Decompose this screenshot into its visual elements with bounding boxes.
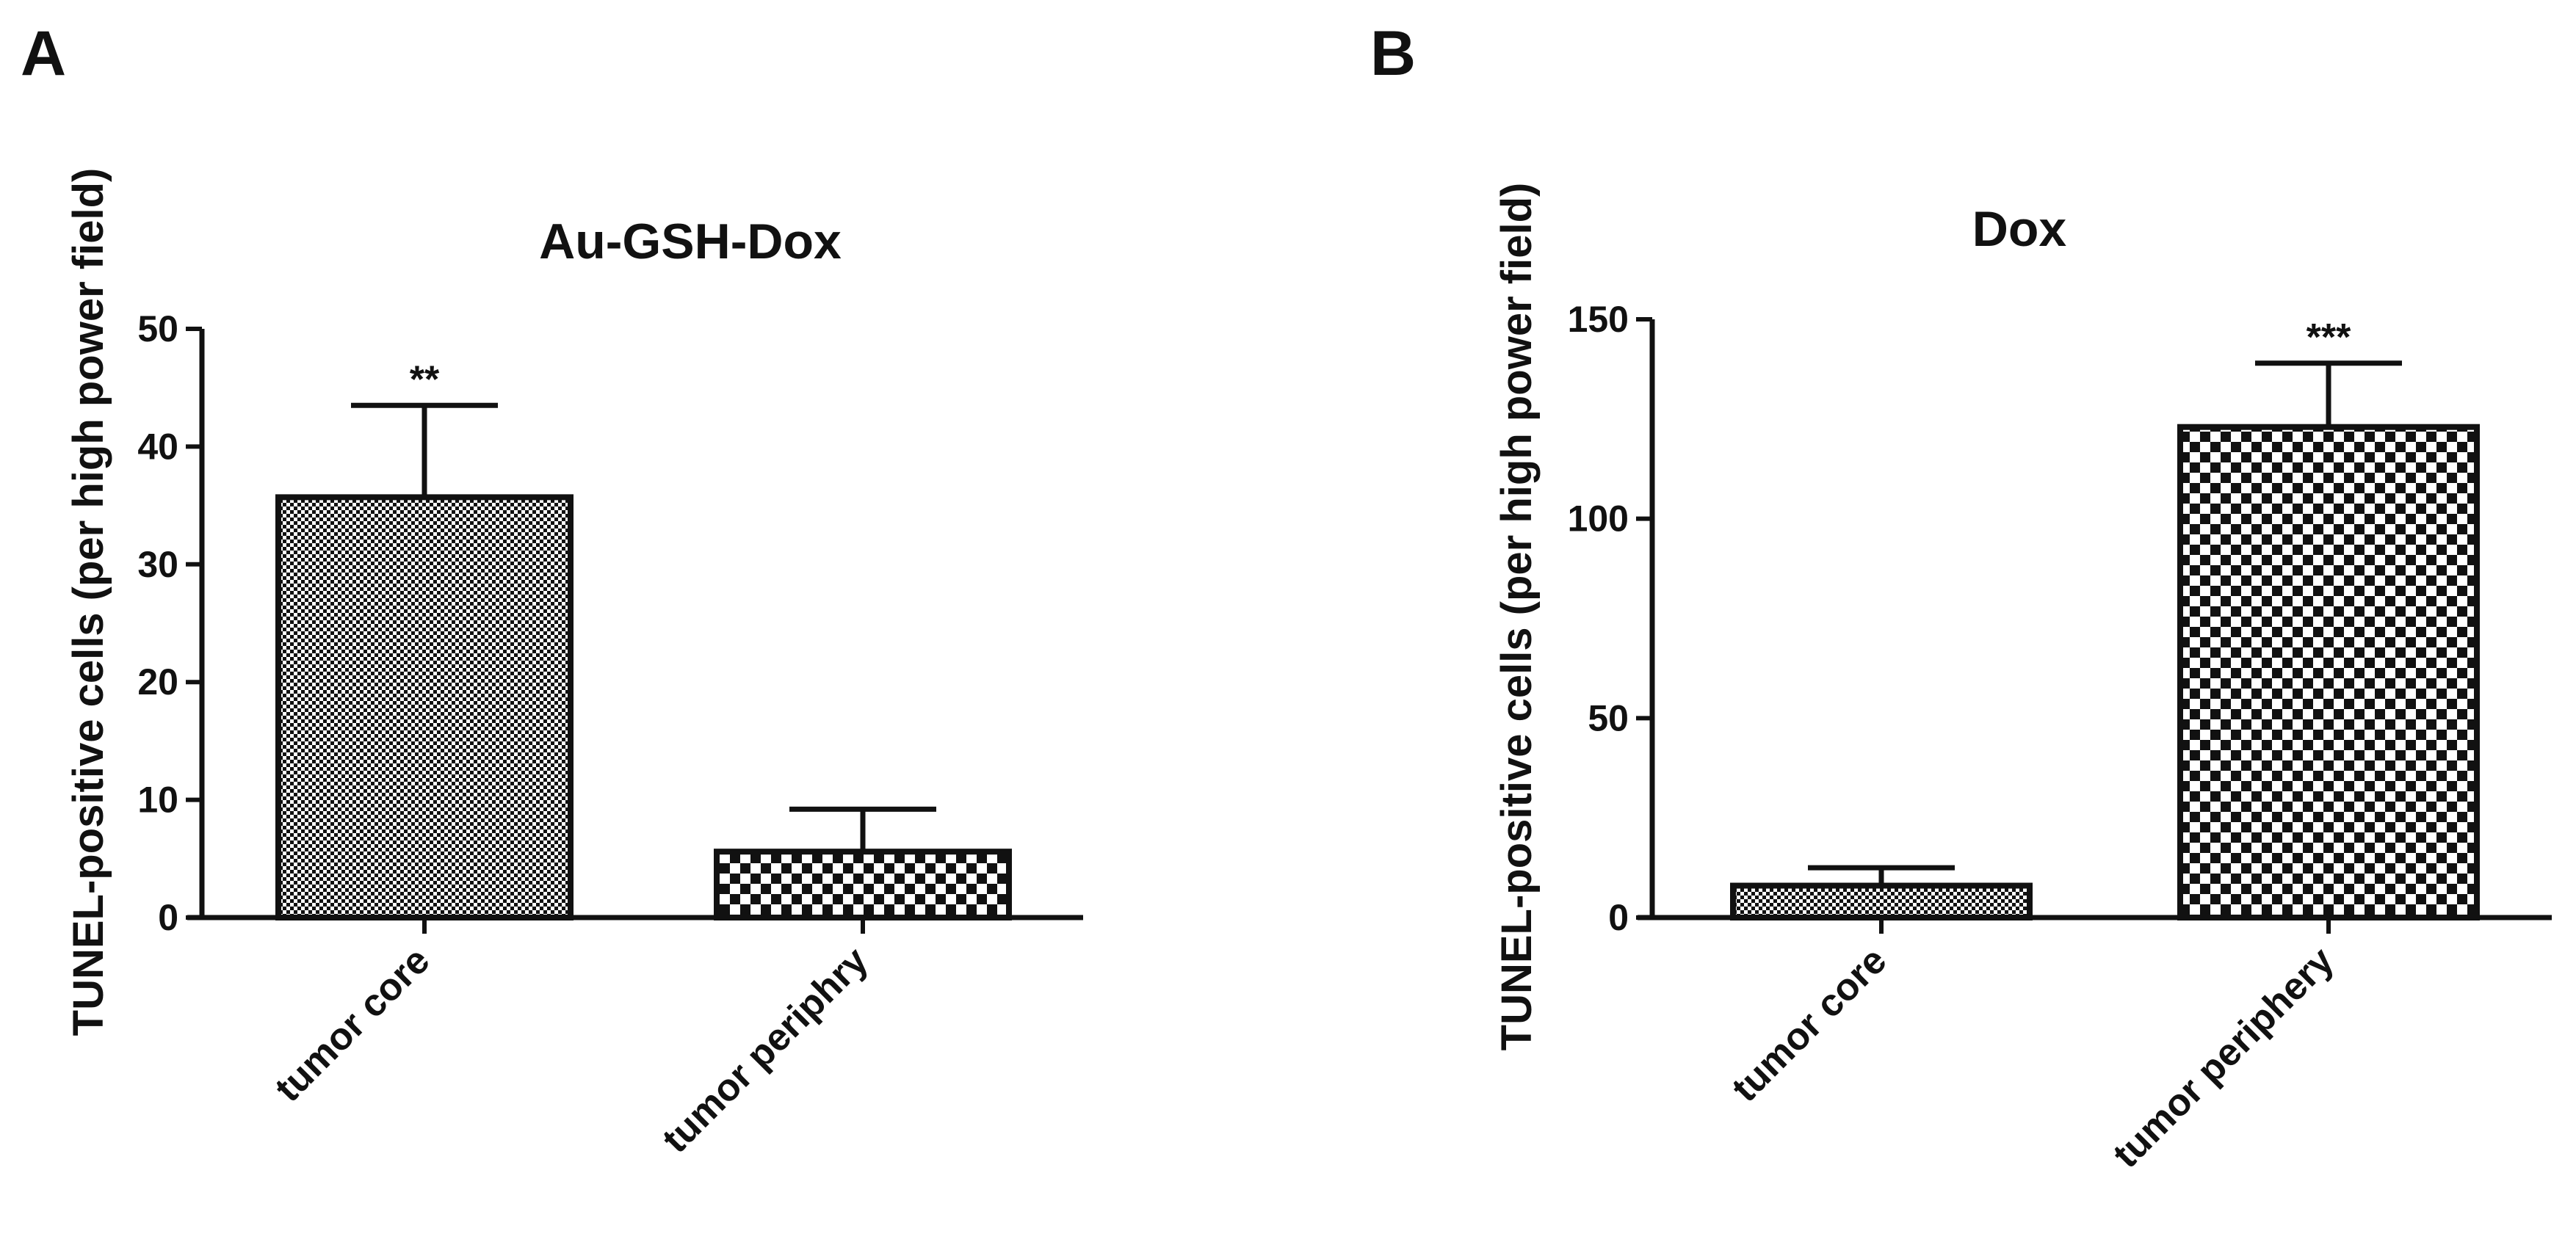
significance-label: ** [410,358,440,401]
y-tick-label: 150 [1568,299,1629,340]
chart-title: Au-GSH-Dox [539,214,842,269]
y-ticks: 0 10 20 30 40 50 [137,308,202,938]
x-tick-label: tumor periphery [2105,939,2342,1176]
x-tick-label: tumor periphry [654,939,877,1161]
chart-title: Dox [1972,201,2067,257]
y-tick-label: 50 [137,308,178,349]
category-labels: tumor core tumor periphry [267,918,877,1161]
panel-letter-b: B [1370,18,1416,89]
y-tick-label: 50 [1588,697,1629,738]
y-ticks: 0 50 100 150 [1568,299,1652,938]
chart-panel-a: A Au-GSH-Dox TUNEL-positive cells (per h… [21,18,1083,1161]
y-tick-label: 0 [158,897,178,938]
bar [714,849,1012,921]
y-axis-label: TUNEL-positive cells (per high power fie… [65,168,112,1036]
category-labels: tumor core tumor periphery [1723,918,2342,1176]
bar [2177,424,2480,920]
x-tick-label: tumor core [267,939,438,1110]
bar [275,494,574,920]
significance-label: *** [2307,316,2351,359]
y-tick-label: 40 [137,426,178,467]
y-axis-label: TUNEL-positive cells (per high power fie… [1493,183,1541,1051]
chart-panel-b: B Dox TUNEL-positive cells (per high pow… [1370,18,2552,1176]
bars: ** [275,358,1012,921]
y-tick-label: 100 [1568,498,1629,540]
y-tick-label: 20 [137,661,178,702]
y-tick-label: 30 [137,544,178,585]
panel-letter-a: A [21,18,66,89]
y-tick-label: 0 [1608,897,1629,938]
x-tick-label: tumor core [1723,939,1895,1110]
y-tick-label: 10 [137,780,178,821]
bar [1730,882,2033,920]
bars: *** [1730,316,2480,920]
